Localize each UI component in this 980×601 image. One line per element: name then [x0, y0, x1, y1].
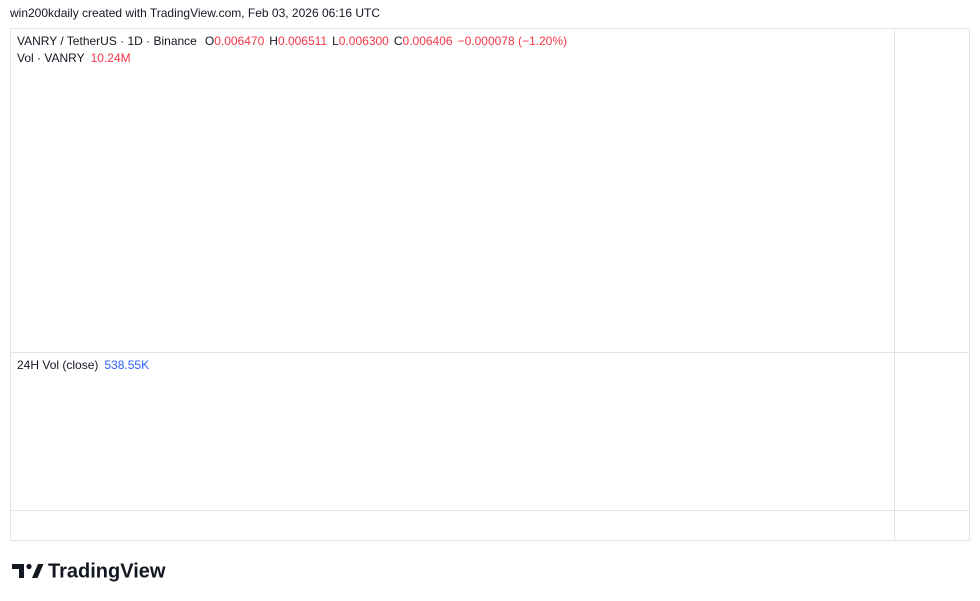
brand: TradingView: [48, 560, 166, 582]
volume-title: Vol · VANRY: [17, 51, 85, 65]
logo-mark: [32, 564, 44, 578]
symbol-legend: VANRY / TetherUS · 1D · Binance O0.006470…: [17, 34, 567, 48]
vol24-legend: 24H Vol (close) 538.55K: [17, 358, 149, 372]
logo-mark: [12, 564, 24, 578]
ohlc-key: H: [269, 34, 278, 48]
ohlc-value: 0.006470: [214, 34, 264, 48]
ohlc-value: 0.006406: [403, 34, 453, 48]
frame: [10, 28, 970, 541]
logo-dot: [26, 563, 32, 570]
ohlc-key: O: [205, 34, 214, 48]
brand-logo: TradingView: [12, 560, 166, 582]
ohlc-value: 0.006511: [278, 34, 327, 48]
attribution: win200kdaily created with TradingView.co…: [9, 6, 380, 20]
vol24-title: 24H Vol (close): [17, 358, 98, 372]
volume-legend: Vol · VANRY 10.24M: [17, 51, 131, 65]
change: −0.000078 (−1.20%): [458, 34, 567, 48]
volume-value: 10.24M: [91, 51, 131, 65]
symbol: VANRY / TetherUS · 1D · Binance: [17, 34, 197, 48]
ohlc-key: C: [394, 34, 403, 48]
vol24-value: 538.55K: [104, 358, 149, 372]
ohlc-key: L: [332, 34, 339, 48]
ohlc-value: 0.006300: [339, 34, 389, 48]
